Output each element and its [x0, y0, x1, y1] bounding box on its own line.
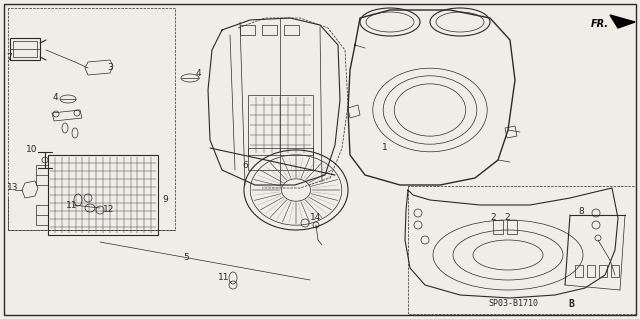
- Bar: [575, 265, 583, 277]
- Bar: [48, 155, 158, 235]
- Text: 10: 10: [26, 145, 38, 154]
- Bar: [599, 265, 607, 277]
- Bar: [240, 25, 255, 35]
- Text: 14: 14: [310, 213, 321, 222]
- Polygon shape: [610, 15, 635, 28]
- Bar: [248, 95, 313, 155]
- Bar: [262, 25, 277, 35]
- Text: B: B: [568, 299, 574, 309]
- Bar: [587, 265, 595, 277]
- Text: 4: 4: [53, 93, 59, 101]
- Text: 4: 4: [196, 69, 202, 78]
- Text: SP03-B1710: SP03-B1710: [488, 300, 538, 308]
- Bar: [507, 220, 517, 234]
- Bar: [36, 205, 48, 225]
- Text: 11: 11: [218, 273, 230, 283]
- Text: 3: 3: [107, 63, 113, 71]
- Text: 12: 12: [103, 205, 115, 214]
- Text: 1: 1: [382, 144, 388, 152]
- Bar: [284, 25, 299, 35]
- Bar: [10, 38, 40, 60]
- Text: 6: 6: [242, 160, 248, 169]
- Text: 2: 2: [490, 212, 495, 221]
- Text: 5: 5: [183, 254, 189, 263]
- Text: 11: 11: [66, 201, 77, 210]
- Text: FR.: FR.: [591, 19, 609, 29]
- Text: 9: 9: [162, 196, 168, 204]
- Text: 13: 13: [7, 183, 19, 192]
- Bar: [611, 265, 619, 277]
- Text: 7: 7: [6, 53, 12, 62]
- Bar: [493, 220, 503, 234]
- Bar: [13, 41, 37, 57]
- Bar: [36, 165, 48, 185]
- Text: 2: 2: [504, 212, 509, 221]
- Text: 8: 8: [578, 207, 584, 217]
